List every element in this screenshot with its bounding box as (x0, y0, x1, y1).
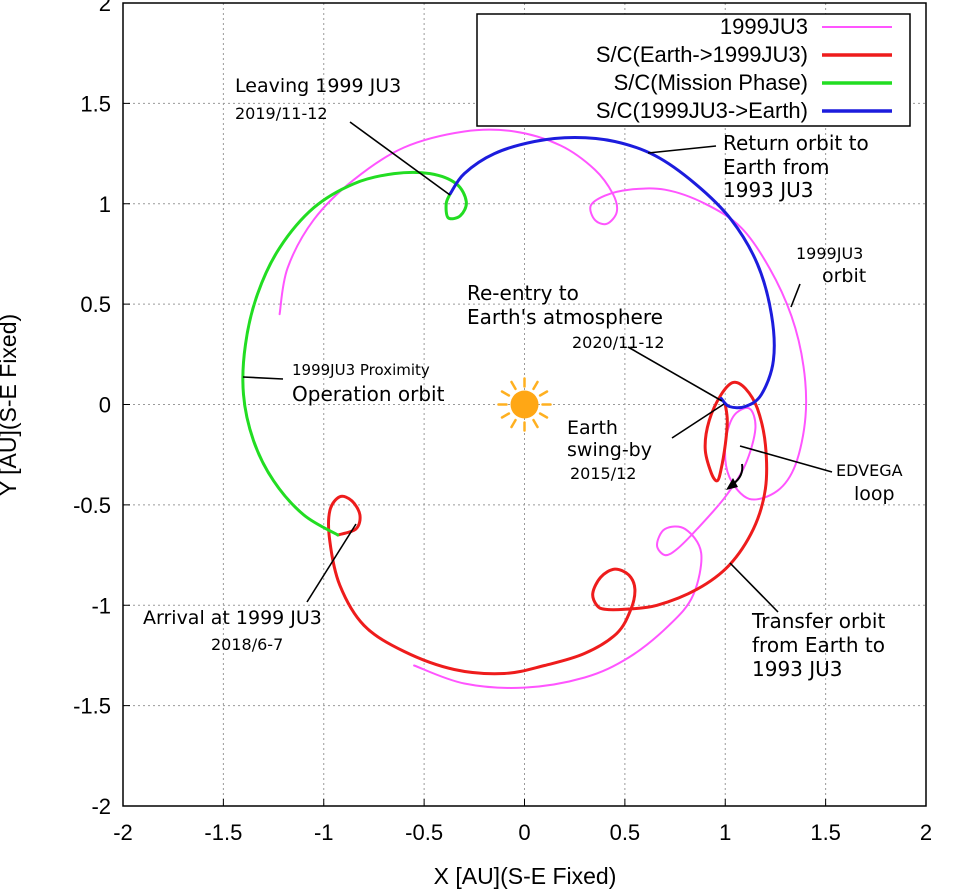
annotation-transfer-2: from Earth to (752, 633, 885, 657)
series-1999ju3-orbit (278, 128, 808, 689)
annotation-transfer-1: Transfer orbit (751, 609, 885, 633)
x-axis-title: X [AU](S-E Fixed) (434, 863, 617, 889)
annotation-reentry-1: Re-entry to (467, 281, 579, 305)
sun-ray (538, 412, 549, 419)
leader-swingby (671, 403, 725, 439)
y-tick-label: 1 (99, 192, 111, 217)
annotation-reentry-3: 2020/11-12 (572, 333, 665, 352)
x-tick-label: 1 (719, 820, 731, 845)
leader-arrival (306, 523, 357, 603)
legend-label-1999ju3: 1999JU3 (720, 14, 808, 39)
y-tick-label: 1.5 (80, 91, 111, 116)
y-tick-label: -0.5 (73, 493, 111, 518)
legend-label-ju3-to-earth: S/C(1999JU3->Earth) (596, 98, 808, 123)
y-tick-label: -1 (91, 593, 111, 618)
series-layer (241, 128, 808, 689)
annotation-return-2: Earth from (723, 155, 830, 179)
sun-ray (500, 390, 511, 397)
leader-edvega (739, 445, 833, 473)
annotation-swingby-1: Earth (567, 417, 618, 439)
x-tick-label: 0.5 (610, 820, 641, 845)
sun-ray (532, 380, 539, 391)
x-tick-label: 1.5 (810, 820, 841, 845)
annotations: Leaving 1999 JU3 2019/11-12 Return orbit… (143, 75, 903, 681)
annotation-reentry-2: Earth's atmosphere (467, 305, 663, 329)
leader-leaving (349, 121, 451, 196)
plot-frame (122, 2, 927, 807)
y-tick-label: -1.5 (73, 694, 111, 719)
annotation-ju3orbit-2: orbit (822, 265, 866, 287)
sun-ray (500, 412, 511, 419)
annotation-return-1: Return orbit to (723, 131, 869, 155)
x-tick-label: -1.5 (204, 820, 242, 845)
x-tick-label: 0 (518, 820, 530, 845)
series-ju3-to-earth (448, 136, 776, 410)
legend-label-mission-phase: S/C(Mission Phase) (614, 70, 808, 95)
leader-ju3-orbit (790, 283, 801, 308)
x-tick-label: 2 (920, 820, 932, 845)
annotation-edvega-2: loop (854, 483, 895, 505)
y-tick-label: 0 (99, 393, 111, 418)
sun-icon (497, 377, 552, 432)
y-tick-label: 2 (99, 0, 111, 16)
annotation-proximity-2: Operation orbit (292, 382, 445, 406)
series-earth-to-ju3 (327, 380, 769, 676)
annotation-swingby-2: swing-by (567, 439, 652, 461)
annotation-arrival-1: Arrival at 1999 JU3 (143, 607, 322, 629)
annotation-return-3: 1993 JU3 (723, 178, 814, 202)
annotation-proximity-1: 1999JU3 Proximity (292, 361, 430, 379)
sun-ray (538, 390, 549, 397)
x-tick-label: -1 (314, 820, 334, 845)
legend-label-earth-to-ju3: S/C(Earth->1999JU3) (596, 42, 808, 67)
x-tick-label: -0.5 (405, 820, 443, 845)
sun-ray (510, 418, 517, 429)
annotation-ju3orbit-1: 1999JU3 (796, 244, 863, 263)
annotation-leaving-date: 2019/11-12 (235, 104, 328, 123)
leader-proximity (242, 376, 284, 380)
arrowhead-icon (726, 478, 738, 490)
legend: 1999JU3 S/C(Earth->1999JU3) S/C(Mission … (476, 13, 911, 127)
sun-ray (510, 380, 517, 391)
legend-box (476, 13, 911, 127)
tick-labels: -2 -1.5 -1 -0.5 0 0.5 1 1.5 2 -2 -1.5 -1 -0.5 0 0.5 1 1.… (73, 0, 932, 845)
annotation-transfer-3: 1993 JU3 (752, 657, 843, 681)
y-tick-label: -2 (91, 794, 111, 819)
annotation-leaders (242, 121, 833, 613)
x-tick-label: -2 (113, 820, 133, 845)
annotation-swingby-3: 2015/12 (570, 464, 636, 483)
annotation-leaving-title: Leaving 1999 JU3 (235, 75, 401, 97)
y-axis-title: Y [AU](S-E Fixed) (0, 314, 21, 496)
sun-ray (532, 418, 539, 429)
annotation-edvega-1: EDVEGA (836, 461, 903, 480)
leader-return (647, 145, 717, 154)
y-tick-label: 0.5 (80, 292, 111, 317)
leader-transfer (729, 562, 779, 613)
legend-swatches (822, 26, 892, 113)
series-mission-phase (241, 170, 468, 537)
annotation-arrival-2: 2018/6-7 (211, 635, 283, 654)
leader-reentry (627, 346, 723, 402)
